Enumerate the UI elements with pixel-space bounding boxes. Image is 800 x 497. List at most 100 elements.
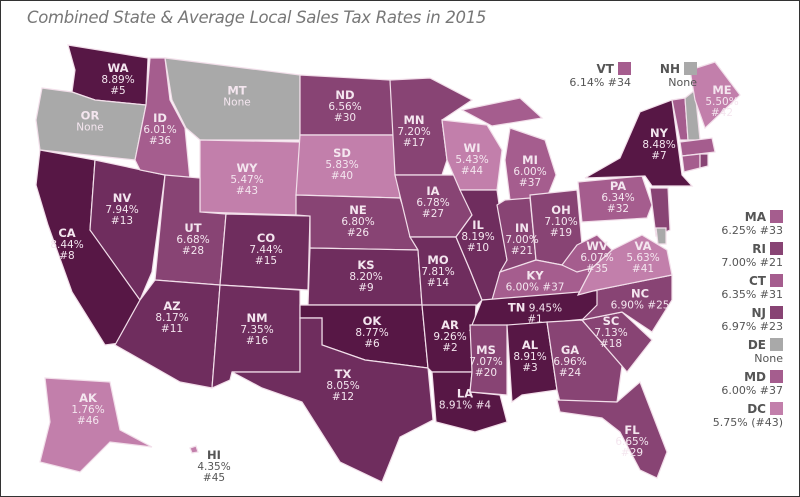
state-abbr: AK <box>79 391 97 405</box>
state-abbr: MN <box>403 113 425 127</box>
state-label-mo: MO 7.81% #14 <box>421 253 455 289</box>
state-abbr: MI <box>522 153 538 167</box>
map-title: Combined State & Average Local Sales Tax… <box>27 8 487 27</box>
state-abbr: MO <box>427 253 449 267</box>
legend-abbr: DE <box>747 338 766 352</box>
state-abbr: MT <box>227 83 247 98</box>
state-rank: #10 <box>466 242 490 254</box>
legend-swatch <box>770 242 783 255</box>
legend-nj: NJ 6.97% #23 <box>721 306 783 333</box>
state-abbr: NM <box>246 311 268 325</box>
state-label-sd: SD 5.83% #40 <box>325 147 359 182</box>
state-abbr: NY <box>650 126 668 140</box>
state-abbr: HI <box>207 448 221 462</box>
state-rate: 8.91% <box>513 351 547 363</box>
state-rank: #42 <box>710 107 734 119</box>
legend-rate: 6.25% <box>721 224 757 237</box>
state-rate: 6.00% <box>505 281 539 294</box>
legend-rank: (#43) <box>751 416 783 429</box>
state-rate: 6.07% <box>580 252 614 264</box>
legend-swatch <box>684 62 697 75</box>
state-rate: 6.00% <box>513 166 547 178</box>
state-label-nd: ND 6.56% #30 <box>328 89 361 124</box>
state-rank: #18 <box>599 338 623 350</box>
state-va <box>576 234 673 296</box>
legend-dc: DC 5.75% (#43) <box>713 402 783 429</box>
legend-abbr: VT <box>596 62 614 76</box>
state-abbr: WA <box>107 61 129 75</box>
state-rate: 8.89% <box>101 74 135 86</box>
state-abbr: AR <box>441 318 459 332</box>
state-rate: 7.94% <box>105 204 139 216</box>
legend-rank: #34 <box>607 76 631 89</box>
state-abbr: IL <box>472 218 484 232</box>
state-abbr: AL <box>521 338 539 352</box>
legend-nh: NH None <box>660 62 697 89</box>
legend-swatch <box>770 338 783 351</box>
state-label-nc: NC 6.90% #25 <box>610 288 670 312</box>
state-rank: #19 <box>549 227 573 239</box>
state-rank: #24 <box>558 367 582 379</box>
state-rate: 5.43% <box>455 154 489 166</box>
legend-rank: #21 <box>759 256 783 269</box>
state-abbr: CO <box>256 231 276 245</box>
legend-swatch <box>770 210 783 223</box>
state-label-tx: TX 8.05% #12 <box>326 367 359 403</box>
state-abbr: FL <box>624 423 640 437</box>
state-abbr: WY <box>236 161 258 175</box>
legend-ri: RI 7.00% #21 <box>721 242 783 269</box>
state-rank: #6 <box>364 338 380 350</box>
legend-swatch <box>770 306 783 319</box>
state-rank: #41 <box>631 263 655 275</box>
state-label-az: AZ 8.17% #11 <box>155 300 188 335</box>
state-abbr: NE <box>349 203 367 217</box>
legend-rate: 6.97% <box>721 320 757 333</box>
state-label-ga: GA 6.96% #24 <box>553 344 586 379</box>
state-abbr: UT <box>184 221 202 235</box>
state-rate: 8.44% <box>50 239 84 251</box>
state-rank: #5 <box>110 85 126 97</box>
state-ny <box>584 99 694 187</box>
state-rate: 5.83% <box>325 159 359 171</box>
state-rank: #30 <box>333 112 357 124</box>
state-abbr: PA <box>609 179 627 193</box>
state-abbr: ME <box>712 83 732 97</box>
state-abbr: TX <box>334 367 352 381</box>
legend-rank: #33 <box>759 224 783 237</box>
state-label-ok: OK 8.77% #6 <box>355 314 388 350</box>
state-rank: #36 <box>148 135 172 147</box>
state-rate: 7.81% <box>421 266 455 278</box>
state-label-ks: KS 8.20% #9 <box>349 259 382 294</box>
state-rate: 6.90% <box>610 299 644 312</box>
state-label-in: IN 7.00% #21 <box>505 221 539 257</box>
state-rank: #37 <box>542 281 565 294</box>
state-rank: #2 <box>442 342 458 354</box>
state-rate: 7.00% <box>505 234 539 246</box>
legend-swatch <box>618 62 631 75</box>
state-label-fl: FL 6.65% #29 <box>615 423 649 459</box>
state-label-wi: WI 5.43% #44 <box>455 142 489 177</box>
state-hi <box>189 445 199 454</box>
legend-swatch <box>770 402 783 415</box>
state-rank: #3 <box>522 362 538 374</box>
state-abbr: OK <box>362 314 382 328</box>
state-label-wa: WA 8.89% #5 <box>101 61 135 97</box>
state-rank: #44 <box>460 165 484 177</box>
legend-vt: VT 6.14% #34 <box>569 62 631 89</box>
legend-rate: 6.14% <box>569 76 605 89</box>
state-label-sc: SC 7.13% #18 <box>594 315 627 350</box>
state-label-wy: WY 5.47% #43 <box>230 161 263 197</box>
state-de <box>655 227 667 245</box>
legend-abbr: RI <box>752 242 766 256</box>
legend-swatch <box>770 370 783 383</box>
state-rate: 5.50% <box>705 96 739 108</box>
state-abbr: IN <box>515 221 529 235</box>
state-wv <box>561 234 613 273</box>
state-rate: 5.63% <box>626 252 660 264</box>
legend-abbr: MA <box>744 210 766 224</box>
legend-rate: 6.35% <box>721 288 757 301</box>
state-abbr: KY <box>526 268 544 283</box>
state-rate: 6.65% <box>615 436 649 448</box>
state-rate: 8.48% <box>642 139 676 151</box>
state-abbr: IA <box>426 184 440 198</box>
